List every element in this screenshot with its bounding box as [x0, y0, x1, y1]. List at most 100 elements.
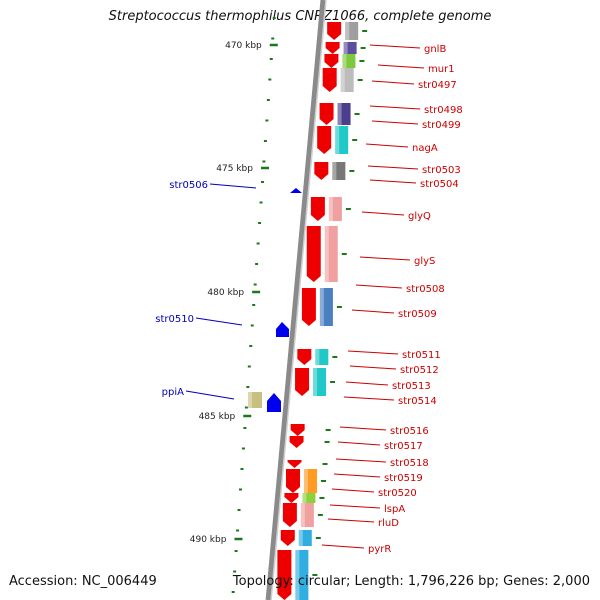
forward-gene-label: mur1 — [428, 64, 455, 75]
gene-box-shine — [248, 392, 252, 408]
gene-function-box — [324, 226, 338, 282]
gene-leader-line — [367, 165, 419, 170]
gene-function-box — [295, 550, 309, 600]
forward-gene-label: str0512 — [400, 365, 439, 376]
forward-gene-arrow — [317, 126, 332, 154]
gene-function-box — [342, 54, 356, 68]
tick-label: 485 kbp — [199, 412, 236, 422]
gene-leader-line — [331, 488, 375, 493]
gene-leader-line — [185, 390, 235, 400]
gene-function-box — [340, 68, 354, 92]
gene-box-shine — [303, 469, 308, 493]
map-title: Streptococcus thermophilus CNRZ1066, com… — [108, 9, 492, 24]
forward-gene-label: str0503 — [422, 165, 461, 176]
gene-leader-line — [329, 504, 381, 509]
gene-box-shine — [295, 550, 300, 600]
gene-box-shine — [302, 493, 307, 503]
forward-gene-arrow — [290, 424, 305, 436]
reverse-gene-arrow — [267, 393, 281, 412]
forward-gene-arrow — [285, 469, 300, 493]
forward-gene-arrow — [301, 288, 316, 326]
reverse-gene-label: str0506 — [169, 180, 208, 191]
forward-gene-arrow — [314, 162, 329, 180]
gene-leader-line — [339, 426, 387, 431]
gene-function-box — [332, 162, 346, 180]
accession-text: Accession: NC_006449 — [9, 574, 157, 589]
forward-gene-arrow — [306, 226, 321, 282]
gene-leader-line — [335, 458, 387, 463]
forward-gene-label: str0519 — [384, 473, 423, 484]
gene-box-shine — [315, 349, 320, 365]
forward-gene-arrow — [287, 460, 302, 468]
forward-gene-label: str0498 — [424, 105, 463, 116]
forward-gene-arrow — [327, 22, 342, 40]
gene-function-box — [345, 22, 359, 40]
forward-gene-label: pyrR — [368, 544, 391, 555]
gene-box-shine — [342, 54, 347, 68]
tick-label: 470 kbp — [225, 41, 262, 51]
tick-label: 490 kbp — [190, 535, 227, 545]
forward-gene-label: str0511 — [402, 350, 441, 361]
forward-gene-arrow — [319, 103, 334, 125]
tick-label: 480 kbp — [207, 288, 244, 298]
gene-leader-line — [321, 544, 365, 549]
forward-gene-label: glyQ — [408, 211, 431, 222]
gene-box-shine — [298, 530, 303, 546]
gene-function-box — [313, 368, 327, 396]
gene-leader-line — [359, 256, 411, 261]
gene-function-box — [300, 503, 314, 527]
forward-gene-label: str0520 — [378, 488, 417, 499]
genome-summary-text: Topology: circular; Length: 1,796,226 bp… — [232, 574, 590, 589]
forward-gene-label: str0497 — [418, 80, 457, 91]
forward-gene-arrow — [325, 42, 340, 54]
gene-leader-line — [369, 105, 421, 110]
tick-label: 475 kbp — [216, 164, 253, 174]
gene-leader-line — [351, 309, 395, 314]
forward-gene-arrow — [295, 368, 310, 396]
forward-gene-label: nagA — [412, 143, 438, 154]
gene-leader-line — [377, 64, 425, 69]
gene-function-box — [248, 392, 262, 408]
gene-function-box — [315, 349, 329, 365]
gene-function-box — [335, 126, 349, 154]
forward-gene-label: str0514 — [398, 396, 437, 407]
forward-gene-label: rluD — [378, 518, 399, 529]
forward-gene-label: str0499 — [422, 120, 461, 131]
forward-gene-arrow — [310, 197, 325, 221]
gene-leader-line — [337, 441, 381, 446]
gene-leader-line — [355, 284, 403, 289]
reverse-gene-label: ppiA — [162, 387, 184, 398]
forward-gene-label: str0509 — [398, 309, 437, 320]
forward-gene-arrow — [284, 493, 299, 503]
forward-gene-label: str0508 — [406, 284, 445, 295]
gene-leader-line — [349, 365, 397, 370]
gene-box-shine — [319, 288, 324, 326]
gene-leader-line — [195, 317, 243, 326]
forward-gene-label: glyS — [414, 256, 435, 267]
gene-function-box — [328, 197, 342, 221]
gene-leader-line — [209, 183, 257, 189]
reverse-gene-arrow — [276, 322, 289, 337]
gene-function-box — [298, 530, 312, 546]
gene-function-box — [319, 288, 333, 326]
forward-gene-arrow — [289, 436, 304, 448]
gene-box-shine — [324, 226, 329, 282]
gene-leader-line — [371, 120, 419, 125]
gene-box-shine — [328, 197, 333, 221]
gene-function-box — [343, 42, 357, 54]
gene-box-shine — [335, 126, 340, 154]
gene-leader-line — [343, 396, 395, 401]
gene-leader-line — [327, 518, 375, 523]
forward-gene-arrow — [280, 530, 295, 546]
gene-leader-line — [347, 350, 399, 355]
gene-box-shine — [340, 68, 345, 92]
forward-gene-label: str0517 — [384, 441, 423, 452]
gene-leader-line — [333, 473, 381, 478]
gene-function-box — [337, 103, 351, 125]
gene-box-shine — [332, 162, 337, 180]
gene-box-shine — [313, 368, 318, 396]
gene-leader-line — [361, 211, 405, 216]
genome-backbone — [265, 0, 326, 600]
gene-box-shine — [345, 22, 350, 40]
